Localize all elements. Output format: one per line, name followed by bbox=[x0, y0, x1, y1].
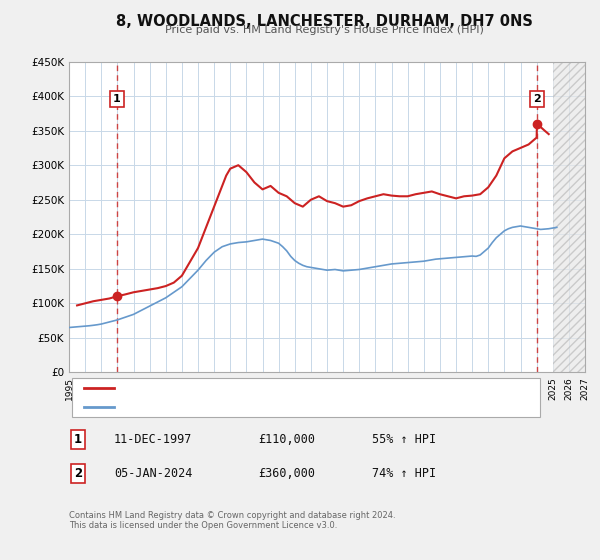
Text: Price paid vs. HM Land Registry's House Price Index (HPI): Price paid vs. HM Land Registry's House … bbox=[164, 25, 484, 35]
Text: 8, WOODLANDS, LANCHESTER, DURHAM, DH7 0NS (detached house): 8, WOODLANDS, LANCHESTER, DURHAM, DH7 0N… bbox=[120, 383, 480, 393]
Text: HPI: Average price, detached house, County Durham: HPI: Average price, detached house, Coun… bbox=[120, 402, 395, 412]
Text: £360,000: £360,000 bbox=[258, 466, 315, 480]
Text: 1: 1 bbox=[74, 433, 82, 446]
Text: 1: 1 bbox=[113, 94, 121, 104]
Text: £110,000: £110,000 bbox=[258, 433, 315, 446]
Text: 2: 2 bbox=[533, 94, 541, 104]
Text: 2: 2 bbox=[74, 466, 82, 480]
Text: 8, WOODLANDS, LANCHESTER, DURHAM, DH7 0NS: 8, WOODLANDS, LANCHESTER, DURHAM, DH7 0N… bbox=[116, 14, 532, 29]
Text: 74% ↑ HPI: 74% ↑ HPI bbox=[372, 466, 436, 480]
Text: 11-DEC-1997: 11-DEC-1997 bbox=[114, 433, 193, 446]
Text: 55% ↑ HPI: 55% ↑ HPI bbox=[372, 433, 436, 446]
Text: 05-JAN-2024: 05-JAN-2024 bbox=[114, 466, 193, 480]
Text: Contains HM Land Registry data © Crown copyright and database right 2024.
This d: Contains HM Land Registry data © Crown c… bbox=[69, 511, 395, 530]
Bar bbox=[553, 62, 585, 372]
